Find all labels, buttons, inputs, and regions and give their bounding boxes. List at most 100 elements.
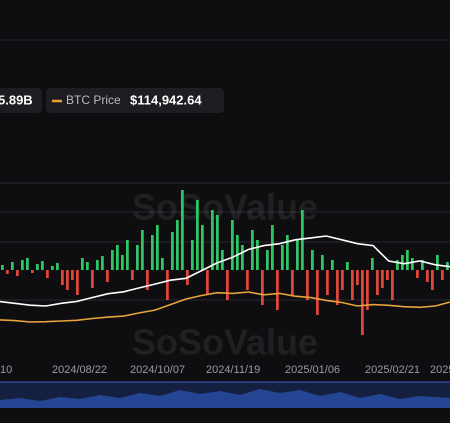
bar	[71, 270, 74, 280]
bar	[356, 270, 359, 285]
bar	[281, 245, 284, 270]
navigator-area	[0, 389, 450, 408]
bar	[241, 245, 244, 270]
legend-label: BTC Price	[66, 93, 121, 107]
legend-value: $114,942.64	[130, 92, 202, 107]
bar	[311, 250, 314, 270]
bar	[136, 245, 139, 270]
bar	[166, 270, 169, 300]
bar	[316, 270, 319, 315]
bar	[416, 270, 419, 278]
bar	[256, 240, 259, 270]
bar	[41, 261, 44, 270]
bar	[106, 270, 109, 282]
x-tick-label: 2024/10/07	[130, 364, 185, 376]
bar	[366, 270, 369, 310]
bar	[86, 262, 89, 270]
bar	[216, 215, 219, 270]
bar	[321, 255, 324, 270]
bar	[406, 250, 409, 270]
watermark: SoSoValue	[132, 322, 318, 363]
legend-box	[46, 88, 224, 113]
bar	[16, 270, 19, 276]
bar	[61, 270, 64, 285]
bar	[181, 190, 184, 270]
bar	[31, 270, 34, 273]
x-tick-label: 2025/02/21	[365, 364, 420, 376]
bar	[126, 240, 129, 270]
bar	[286, 235, 289, 270]
bar	[191, 240, 194, 270]
x-tick-label: 2025/04	[430, 364, 450, 376]
bar	[376, 270, 379, 295]
bar	[251, 230, 254, 270]
bar	[436, 255, 439, 270]
line	[0, 291, 450, 323]
bar	[381, 270, 384, 288]
legend-value: 5.89B	[0, 92, 33, 107]
bar	[101, 256, 104, 270]
bar	[151, 235, 154, 270]
bar	[81, 258, 84, 270]
bar	[266, 250, 269, 270]
bar	[6, 270, 9, 274]
bar	[361, 270, 364, 335]
bar	[196, 200, 199, 270]
bar	[121, 255, 124, 270]
bar	[111, 250, 114, 270]
bar	[396, 260, 399, 270]
bar	[386, 270, 389, 280]
bar	[351, 270, 354, 300]
bar	[301, 210, 304, 270]
x-tick-label: 2025/01/06	[285, 364, 340, 376]
bar	[46, 270, 49, 278]
bar	[346, 262, 349, 270]
bar	[221, 250, 224, 270]
legend-box	[0, 88, 42, 113]
bar	[391, 270, 394, 300]
bar	[291, 270, 294, 295]
bar	[341, 270, 344, 290]
bar	[276, 270, 279, 310]
bar	[51, 266, 54, 270]
bar	[211, 210, 214, 270]
bar	[1, 265, 4, 270]
bar	[201, 225, 204, 270]
watermark: SoSoValue	[132, 187, 318, 228]
bar	[421, 260, 424, 270]
bar	[296, 240, 299, 270]
bar	[21, 260, 24, 270]
bar	[371, 258, 374, 270]
bar	[26, 258, 29, 270]
bar	[261, 270, 264, 305]
bar	[116, 245, 119, 270]
bar	[326, 270, 329, 295]
bar	[306, 270, 309, 300]
bar	[271, 225, 274, 270]
bar	[56, 263, 59, 270]
bar	[236, 235, 239, 270]
bar	[426, 270, 429, 282]
bar	[156, 225, 159, 270]
bar	[206, 270, 209, 295]
bar	[231, 220, 234, 270]
bar	[411, 258, 414, 270]
x-tick-label: 10	[0, 364, 12, 376]
bar	[176, 220, 179, 270]
bar	[226, 270, 229, 300]
bar	[331, 260, 334, 270]
bar	[146, 270, 149, 290]
bar	[66, 270, 69, 290]
bar	[246, 270, 249, 290]
bar	[36, 264, 39, 270]
bar	[76, 270, 79, 295]
bar	[96, 260, 99, 270]
bar	[161, 258, 164, 270]
x-tick-label: 2024/08/22	[52, 364, 107, 376]
line	[0, 235, 450, 307]
bar	[131, 270, 134, 280]
bar	[441, 270, 444, 280]
bar	[401, 255, 404, 270]
bar	[171, 232, 174, 270]
